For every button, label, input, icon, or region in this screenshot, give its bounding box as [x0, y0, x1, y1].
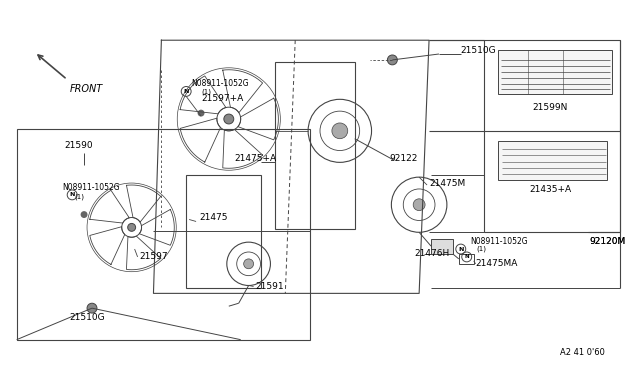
Text: 21597: 21597	[140, 253, 168, 262]
Text: 21475+A: 21475+A	[235, 154, 277, 163]
Text: 92120M: 92120M	[589, 237, 626, 246]
Bar	[499, 141, 607, 180]
Text: N08911-1052G: N08911-1052G	[191, 79, 249, 88]
Text: A2 41 0'60: A2 41 0'60	[560, 348, 605, 357]
Text: 21597+A: 21597+A	[201, 94, 243, 103]
Text: N: N	[70, 192, 75, 198]
Text: (1): (1)	[477, 246, 486, 252]
Bar	[17, 129, 310, 340]
Bar	[499, 50, 612, 94]
Text: 21591: 21591	[255, 282, 284, 291]
Circle shape	[387, 55, 397, 65]
Circle shape	[224, 114, 234, 124]
Text: (1): (1)	[74, 193, 84, 200]
Text: 21475: 21475	[199, 213, 228, 222]
Text: N: N	[184, 89, 189, 94]
Bar	[484, 40, 620, 232]
Bar	[275, 62, 355, 230]
Circle shape	[332, 123, 348, 139]
Circle shape	[81, 211, 88, 218]
Text: 92120M: 92120M	[589, 237, 626, 246]
Text: 92122: 92122	[389, 154, 418, 163]
Text: FRONT: FRONT	[70, 84, 104, 93]
Text: 21475M: 21475M	[429, 179, 465, 187]
Circle shape	[413, 199, 425, 211]
Text: 21510G: 21510G	[69, 314, 105, 323]
Text: 21435+A: 21435+A	[529, 185, 571, 195]
Bar	[459, 254, 474, 264]
Text: 21510G: 21510G	[461, 45, 497, 55]
Text: 21599N: 21599N	[532, 103, 568, 112]
Bar	[186, 175, 260, 288]
Bar	[431, 239, 453, 254]
Circle shape	[198, 110, 205, 116]
Text: N08911-1052G: N08911-1052G	[470, 237, 528, 246]
Text: 21590: 21590	[64, 141, 93, 150]
Text: (1): (1)	[201, 88, 211, 95]
Circle shape	[128, 224, 136, 231]
Circle shape	[87, 303, 97, 313]
Text: N: N	[465, 254, 469, 259]
Text: 21475MA: 21475MA	[476, 259, 518, 268]
Text: 21476H: 21476H	[414, 250, 449, 259]
Circle shape	[244, 259, 253, 269]
Text: N08911-1052G: N08911-1052G	[62, 183, 120, 192]
Text: N: N	[458, 247, 463, 251]
